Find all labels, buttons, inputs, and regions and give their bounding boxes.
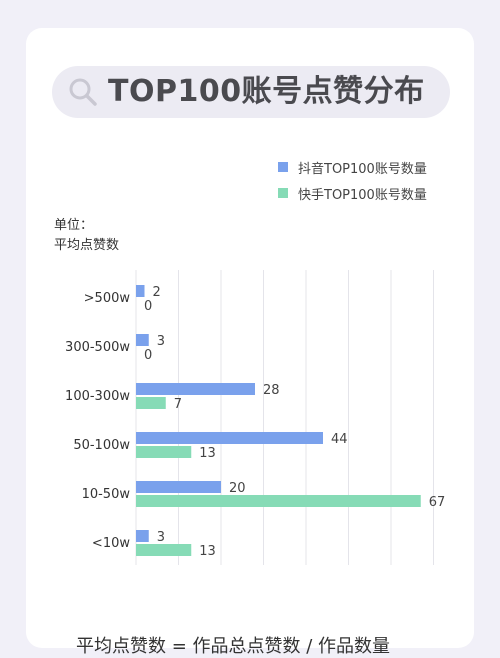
bar-douyin [136, 481, 221, 493]
chart-card: TOP100账号点赞分布 抖音TOP100账号数量 快手TOP100账号数量 单… [26, 28, 474, 657]
category-label: 10-50w [82, 487, 131, 502]
bar-douyin [136, 432, 323, 444]
data-label: 28 [263, 383, 280, 398]
data-label: 3 [157, 530, 165, 545]
unit-label: 单位： 平均点赞数 [54, 216, 119, 256]
data-label: 44 [331, 432, 348, 447]
category-label: 50-100w [73, 438, 130, 453]
category-label: >500w [84, 291, 131, 306]
legend-swatch-kuaishou [278, 188, 288, 198]
bar-douyin [136, 530, 149, 542]
legend-item-kuaishou: 快手TOP100账号数量 [278, 180, 427, 206]
chart-title: TOP100账号点赞分布 [108, 74, 425, 109]
search-icon [69, 78, 97, 106]
data-label: 20 [229, 481, 246, 496]
bar-kuaishou [136, 446, 192, 458]
data-label: 67 [429, 495, 446, 510]
data-label: 3 [157, 334, 165, 349]
footer-formula: 平均点赞数 = 作品总点赞数 / 作品数量 [76, 636, 391, 657]
bar-kuaishou [136, 495, 421, 507]
data-label: 13 [199, 446, 216, 461]
bar-kuaishou [136, 544, 192, 556]
category-label: <10w [92, 536, 130, 551]
legend-item-douyin: 抖音TOP100账号数量 [278, 154, 427, 180]
legend-label-kuaishou: 快手TOP100账号数量 [298, 187, 427, 203]
bar-douyin [136, 334, 149, 346]
bar-kuaishou [136, 397, 166, 409]
bar-douyin [136, 285, 145, 297]
legend-swatch-douyin [278, 162, 288, 172]
data-label: 13 [199, 544, 216, 559]
unit-line-1: 单位： [54, 218, 94, 233]
legend-label-douyin: 抖音TOP100账号数量 [298, 161, 427, 177]
legend: 抖音TOP100账号数量 快手TOP100账号数量 [278, 154, 427, 206]
category-label: 300-500w [65, 340, 130, 355]
category-label: 100-300w [65, 389, 130, 404]
data-label: 7 [174, 397, 182, 412]
bar-douyin [136, 383, 255, 395]
data-label: 0 [144, 348, 152, 363]
title-pill: TOP100账号点赞分布 [52, 66, 450, 118]
unit-line-2: 平均点赞数 [54, 238, 120, 253]
data-label: 0 [144, 299, 152, 314]
data-label: 2 [153, 285, 161, 300]
